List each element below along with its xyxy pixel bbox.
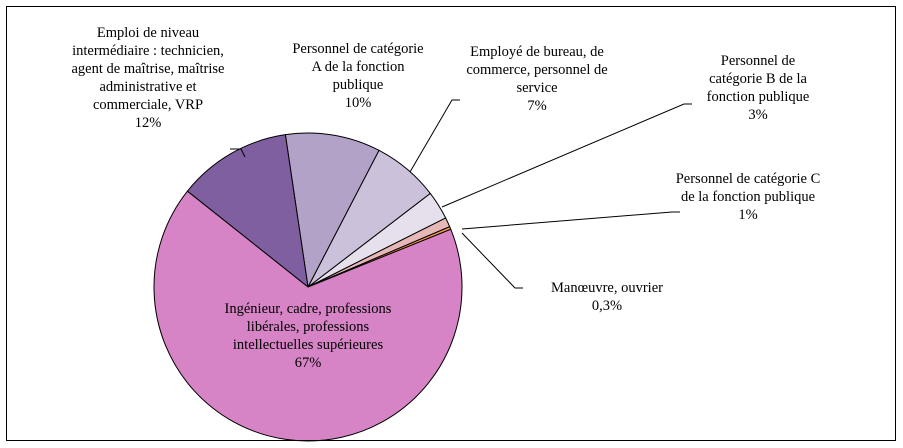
category-name: Employé de bureau, de commerce, personne… [466,44,608,96]
value-label: 0,3% [591,298,623,314]
pie-slice [186,134,309,289]
slice-label: Personnel de catégorie B de la fonction … [693,52,823,124]
slice-label: Employé de bureau, de commerce, personne… [450,43,625,115]
value-label: 1% [738,207,758,223]
category-name: Emploi de niveau intermédiaire : technic… [71,25,225,113]
category-name: Personnel de catégorie B de la fonction … [706,53,810,105]
slice-label: Manœuvre, ouvrier 0,3% [507,279,707,315]
value-label: 3% [748,107,768,123]
slice-label: Emploi de niveau intermédiaire : technic… [63,24,233,132]
category-name: Ingénieur, cadre, professions libérales,… [224,301,392,353]
leader-line [230,148,246,158]
category-name: Manœuvre, ouvrier [551,280,663,296]
pie-slice [284,132,380,289]
leader-line [441,103,692,208]
leader-line [461,211,680,230]
leader-line [409,99,460,173]
category-name: Personnel de catégorie A de la fonction … [292,41,424,93]
value-label: 12% [134,115,162,131]
leader-lines [230,99,692,289]
value-label: 7% [527,98,547,114]
leader-line [461,232,523,289]
slice-label: Personnel de catégorie A de la fonction … [288,40,428,112]
category-name: Personnel de catégorie C de la fonction … [675,171,821,205]
slice-label: Personnel de catégorie C de la fonction … [673,170,823,224]
pie-slice [153,190,463,442]
value-label: 10% [344,95,372,111]
value-label: 67% [294,355,322,371]
slice-label: Ingénieur, cadre, professions libérales,… [221,300,396,372]
chart-border [6,6,896,441]
